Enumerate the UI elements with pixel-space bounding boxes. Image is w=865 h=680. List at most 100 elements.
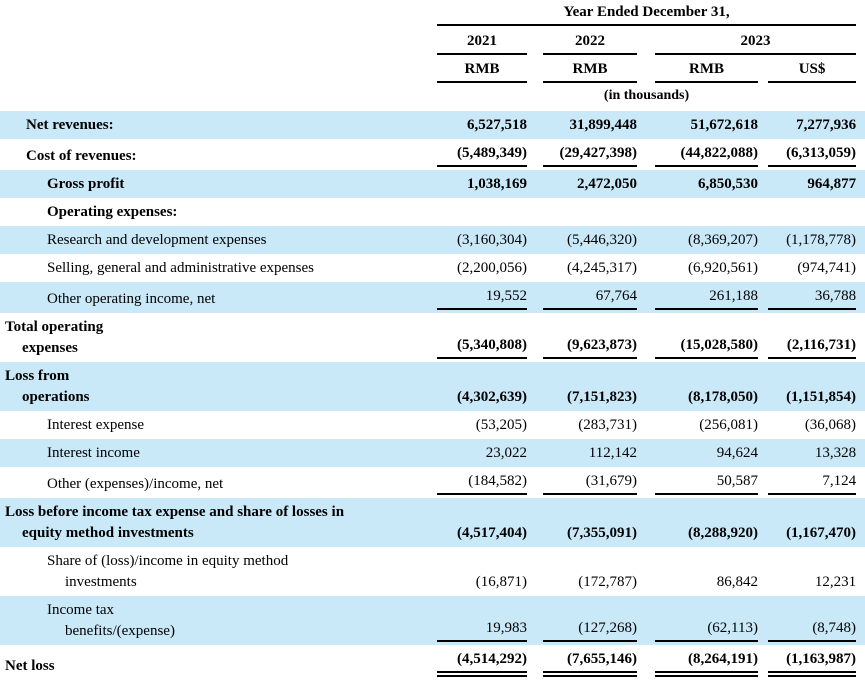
value-text: (256,081) — [699, 417, 758, 433]
value-cell: (184,582) — [437, 467, 527, 498]
row-label-line: Interest expense — [47, 417, 145, 433]
column-gap — [856, 226, 865, 254]
row-label-line: Other operating income, net — [47, 291, 216, 307]
value-cell: (8,178,050) — [655, 362, 758, 411]
value-text: 1,038,169 — [467, 176, 527, 192]
row-label: Selling, general and administrative expe… — [0, 254, 437, 282]
value-cell: (4,245,317) — [543, 254, 637, 282]
value-text: (8,288,920) — [688, 525, 758, 541]
row-label-line: Research and development expenses — [47, 232, 267, 248]
value-text: 67,764 — [543, 286, 637, 310]
column-gap — [637, 111, 655, 139]
column-gap — [527, 25, 543, 54]
row-label: Research and development expenses — [0, 226, 437, 254]
value-cell: (2,200,056) — [437, 254, 527, 282]
value-text: (8,369,207) — [688, 232, 758, 248]
row-label-line: Gross profit — [47, 176, 125, 192]
value-cell: 36,788 — [768, 282, 857, 313]
column-gap — [856, 198, 865, 226]
column-gap — [527, 111, 543, 139]
value-text: 6,850,530 — [698, 176, 758, 192]
value-text: (172,787) — [578, 574, 637, 590]
value-cell: (9,623,873) — [543, 313, 637, 362]
table-row: Operating expenses: — [0, 198, 865, 226]
value-text: 6,527,518 — [467, 117, 527, 133]
value-cell: 51,672,618 — [655, 111, 759, 139]
value-text: (127,268) — [543, 618, 637, 642]
table-row: Other operating income, net 19,552 67,764 2… — [0, 282, 865, 313]
column-gap — [637, 226, 655, 254]
column-gap — [527, 467, 543, 498]
row-label: Income tax benefits/(expense) — [0, 596, 437, 645]
value-text: (1,163,987) — [768, 649, 857, 677]
column-gap — [856, 313, 865, 362]
value-text: (6,313,059) — [768, 143, 857, 167]
value-cell — [543, 198, 637, 226]
value-cell: (6,920,561) — [655, 254, 758, 282]
table-header: Year Ended December 31, 2021 2022 2023 R… — [0, 0, 865, 111]
row-label: Loss from operations — [0, 362, 437, 411]
value-cell: (8,748) — [768, 596, 857, 645]
column-gap — [856, 439, 865, 467]
value-cell: (172,787) — [543, 547, 637, 596]
value-text: (9,623,873) — [543, 335, 637, 359]
value-text: 23,022 — [485, 445, 527, 461]
row-label-line: operations — [22, 389, 90, 405]
column-gap — [856, 411, 865, 439]
column-gap — [637, 645, 655, 680]
column-gap — [758, 313, 768, 362]
value-cell: 13,328 — [768, 439, 856, 467]
value-cell: 7,124 — [768, 467, 857, 498]
column-gap — [856, 547, 865, 596]
table-row: Gross profit 1,038,169 2,472,050 6,850,530 9… — [0, 170, 865, 198]
row-label-line: Loss before income tax expense and share… — [5, 504, 345, 520]
value-text: (7,355,091) — [567, 525, 637, 541]
value-text: (8,178,050) — [688, 389, 758, 405]
value-text: 13,328 — [814, 445, 857, 461]
column-gap — [527, 54, 543, 82]
value-cell — [437, 198, 527, 226]
column-gap — [758, 54, 768, 82]
column-gap — [637, 282, 655, 313]
column-gap — [758, 467, 768, 498]
value-cell: (283,731) — [543, 411, 637, 439]
value-text: (6,920,561) — [688, 260, 758, 276]
column-gap — [856, 282, 865, 313]
value-cell: (1,178,778) — [768, 226, 856, 254]
value-cell: (7,355,091) — [543, 498, 637, 547]
value-cell: 261,188 — [655, 282, 758, 313]
value-cell: 19,552 — [437, 282, 527, 313]
row-label-line: Operating expenses: — [47, 204, 178, 220]
column-gap — [856, 498, 865, 547]
column-gap — [856, 467, 865, 498]
column-gap — [637, 362, 655, 411]
value-text: 7,277,936 — [796, 117, 857, 133]
column-gap — [637, 313, 655, 362]
row-label-line: equity method investments — [22, 525, 194, 541]
value-cell: 112,142 — [543, 439, 637, 467]
column-gap — [758, 439, 768, 467]
value-text: 112,142 — [588, 445, 637, 461]
value-text: 36,788 — [768, 286, 857, 310]
table-row: Share of (loss)/income in equity method i… — [0, 547, 865, 596]
column-gap — [758, 282, 768, 313]
column-gap — [527, 547, 543, 596]
table-row: Income tax benefits/(expense) 19,983 (127,2… — [0, 596, 865, 645]
value-cell: (7,655,146) — [543, 645, 637, 680]
table-row: Net loss (4,514,292) (7,655,146) (8,264,191… — [0, 645, 865, 680]
column-gap — [527, 645, 543, 680]
row-label: Cost of revenues: — [0, 139, 437, 170]
column-gap — [758, 362, 768, 411]
column-gap — [856, 170, 865, 198]
value-cell: 67,764 — [543, 282, 637, 313]
value-text: (4,245,317) — [567, 260, 637, 276]
column-gap — [758, 254, 768, 282]
value-cell: (3,160,304) — [437, 226, 527, 254]
value-cell: (5,446,320) — [543, 226, 637, 254]
value-cell: (4,517,404) — [437, 498, 527, 547]
column-gap — [637, 439, 655, 467]
column-gap — [527, 282, 543, 313]
value-cell: (1,163,987) — [768, 645, 857, 680]
value-text: (8,748) — [768, 618, 857, 642]
table-row: Interest income 23,022 112,142 94,624 13,328 — [0, 439, 865, 467]
